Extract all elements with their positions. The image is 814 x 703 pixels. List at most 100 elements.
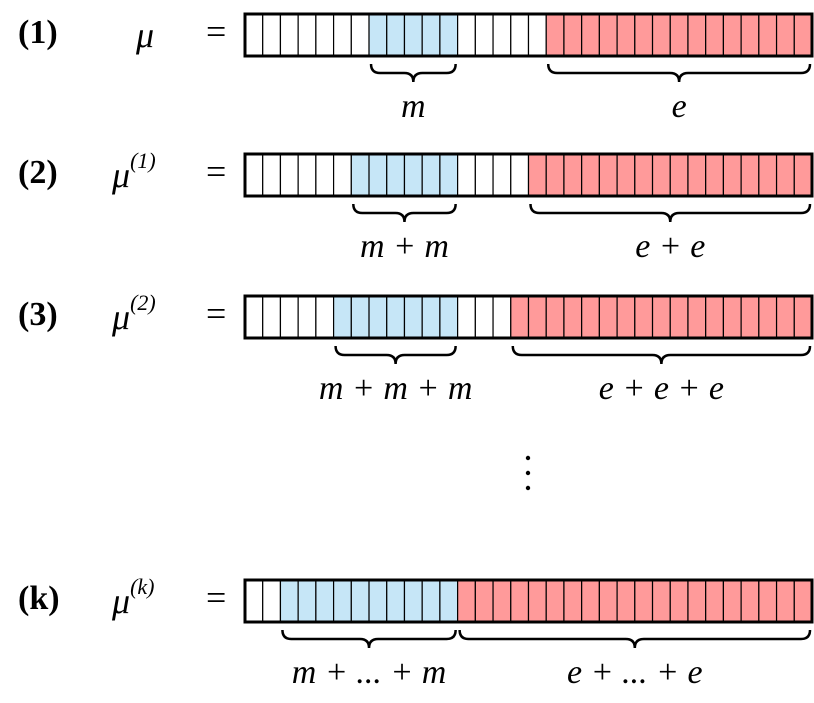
symbol: μ(2) [111, 290, 156, 337]
cell [634, 13, 654, 57]
cell [687, 153, 707, 197]
cell [758, 13, 778, 57]
cell [297, 153, 317, 197]
symbol-base: μ [111, 581, 130, 621]
cell [616, 13, 636, 57]
cell [758, 153, 778, 197]
cell [439, 13, 459, 57]
cell [740, 13, 760, 57]
cell [403, 579, 423, 623]
cell [350, 153, 370, 197]
brace-label: m [401, 88, 426, 125]
cell [474, 295, 494, 339]
cell [775, 153, 795, 197]
cell [439, 579, 459, 623]
cell [279, 579, 299, 623]
row-label: (3) [18, 296, 58, 333]
cell [740, 153, 760, 197]
brace [546, 63, 812, 83]
cell [492, 153, 512, 197]
cell [297, 295, 317, 339]
cell [457, 153, 476, 197]
cell [527, 579, 547, 623]
symbol-base: μ [111, 297, 130, 337]
cell [651, 579, 671, 623]
cell [332, 153, 352, 197]
equals: = [206, 11, 226, 51]
symbol: μ [135, 15, 154, 55]
cell [634, 295, 654, 339]
cell [687, 13, 707, 57]
cell [457, 13, 476, 57]
bar-outline [243, 294, 814, 340]
cell [634, 579, 654, 623]
cell [297, 579, 317, 623]
cell [545, 579, 565, 623]
cell [474, 579, 494, 623]
brace [369, 63, 457, 83]
cell [457, 295, 476, 339]
cell [279, 13, 299, 57]
cell [705, 153, 725, 197]
bar-outline [243, 578, 814, 624]
equals: = [206, 293, 226, 333]
cell [687, 579, 707, 623]
bar-outline [243, 152, 814, 198]
equals: = [206, 151, 226, 191]
cell [244, 579, 264, 623]
cell [421, 295, 441, 339]
cell [262, 579, 282, 623]
cell [545, 13, 565, 57]
cell [705, 579, 725, 623]
cell [616, 579, 636, 623]
cell [262, 153, 282, 197]
cell [439, 153, 459, 197]
cell [510, 579, 530, 623]
cell [403, 153, 423, 197]
cell [315, 295, 335, 339]
brace [334, 345, 457, 365]
cell [262, 295, 282, 339]
cell [616, 295, 636, 339]
cell [581, 579, 600, 623]
cell [403, 13, 423, 57]
cell [687, 295, 707, 339]
brace-label: e + ... + e [567, 654, 703, 691]
cell [581, 153, 600, 197]
brace-label: m + ... + m [292, 654, 447, 691]
cell [598, 295, 618, 339]
cell [793, 153, 813, 197]
cell [527, 295, 547, 339]
cell [669, 153, 689, 197]
brace [352, 203, 457, 223]
cell [350, 13, 370, 57]
cell [545, 295, 565, 339]
cell [758, 579, 778, 623]
cell [581, 13, 600, 57]
cell [510, 153, 530, 197]
row-label: (1) [18, 14, 58, 51]
cell [722, 13, 742, 57]
cell [244, 153, 264, 197]
cell [403, 295, 423, 339]
cell [634, 153, 654, 197]
cell [722, 579, 742, 623]
cell [332, 13, 352, 57]
cell [368, 579, 388, 623]
cell [315, 153, 335, 197]
cell [775, 13, 795, 57]
cell [492, 295, 512, 339]
cell [651, 13, 671, 57]
brace [281, 629, 457, 649]
cell [740, 295, 760, 339]
cell [616, 153, 636, 197]
row-label: (2) [18, 154, 58, 191]
equals: = [206, 577, 226, 617]
cell [474, 13, 494, 57]
cell [598, 579, 618, 623]
brace-label: m + m [360, 228, 449, 265]
cell [297, 13, 317, 57]
cell [350, 579, 370, 623]
cell [775, 579, 795, 623]
cell [474, 153, 494, 197]
